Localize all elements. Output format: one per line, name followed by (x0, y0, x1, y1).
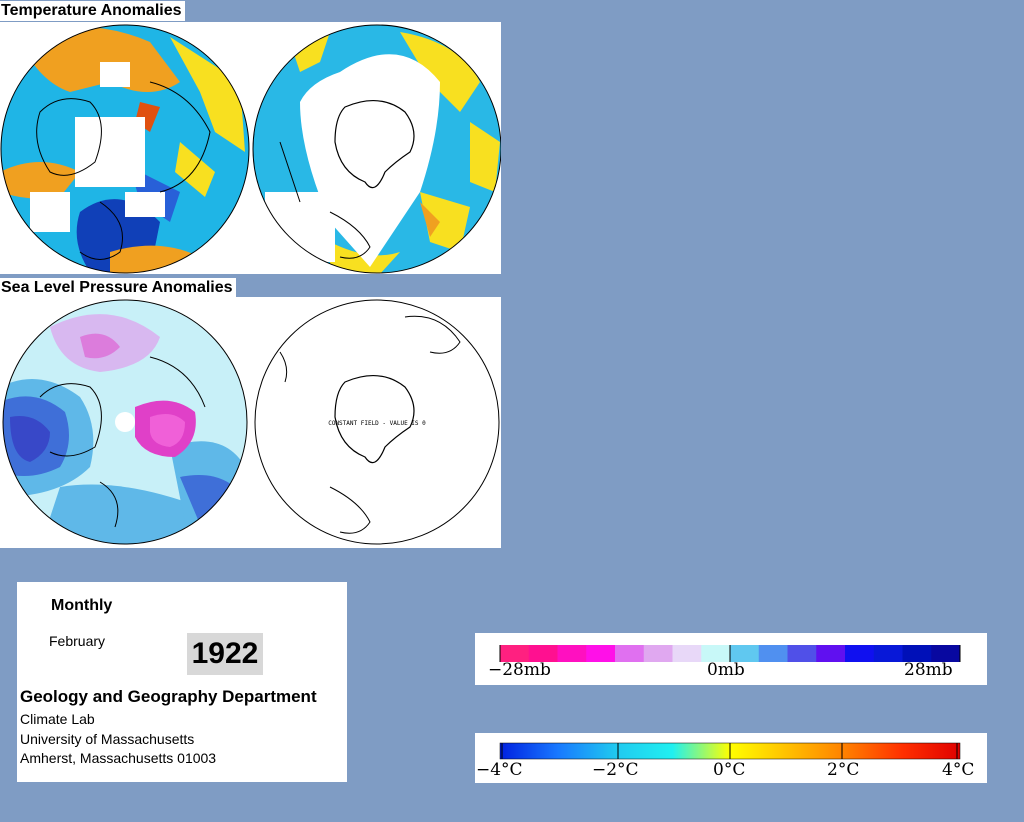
info-box: Monthly February 1922 Geology and Geogra… (17, 582, 347, 782)
pressure-legend-swatch (787, 645, 817, 662)
pressure-legend-swatch (701, 645, 731, 662)
temperature-legend-plus2: 2°C (827, 760, 860, 780)
temperature-nh-map (0, 24, 250, 274)
pressure-legend-min: −28mb (488, 660, 551, 680)
temperature-legend-minus4: −4°C (476, 760, 523, 780)
pressure-legend-swatch (902, 645, 932, 662)
temperature-sh-map (252, 24, 501, 274)
pressure-legend-swatch (845, 645, 875, 662)
pressure-legend-swatch (500, 645, 530, 662)
temperature-legend: −4°C −2°C 0°C 2°C 4°C (475, 733, 987, 783)
department-label: Geology and Geography Department (20, 687, 317, 706)
pressure-sh-map: CONSTANT FIELD - VALUE IS 0 (254, 299, 500, 545)
pressure-legend-mid: 0mb (707, 660, 745, 680)
pressure-legend-swatch (730, 645, 760, 662)
pressure-legend-bar (499, 645, 961, 662)
university-label: University of Massachusetts (20, 731, 195, 747)
temperature-legend-zero: 0°C (713, 760, 746, 780)
address-label: Amherst, Massachusetts 01003 (20, 750, 217, 766)
pressure-section-title: Sea Level Pressure Anomalies (0, 278, 236, 298)
pressure-legend-swatch (931, 645, 961, 662)
year-label: 1922 (187, 633, 263, 675)
pressure-legend-swatch (672, 645, 702, 662)
pressure-legend: −28mb 0mb 28mb (475, 633, 987, 685)
pressure-legend-swatch (586, 645, 616, 662)
pressure-nh-map (2, 299, 248, 545)
pressure-legend-swatch (816, 645, 846, 662)
temperature-section-title: Temperature Anomalies (0, 1, 185, 21)
pressure-legend-swatch (873, 645, 903, 662)
temperature-maps-panel (0, 22, 501, 274)
pressure-legend-swatch (615, 645, 645, 662)
pressure-legend-swatch (643, 645, 673, 662)
pressure-legend-swatch (557, 645, 587, 662)
pressure-legend-swatch (528, 645, 558, 662)
month-label: February (49, 633, 106, 649)
pressure-legend-max: 28mb (904, 660, 953, 680)
temperature-legend-plus4: 4°C (942, 760, 975, 780)
pressure-maps-panel: CONSTANT FIELD - VALUE IS 0 (0, 297, 501, 548)
temperature-legend-minus2: −2°C (592, 760, 639, 780)
period-label: Monthly (51, 597, 113, 614)
pressure-legend-swatch (758, 645, 788, 662)
constant-field-label: CONSTANT FIELD - VALUE IS 0 (328, 420, 426, 427)
lab-label: Climate Lab (20, 711, 95, 727)
